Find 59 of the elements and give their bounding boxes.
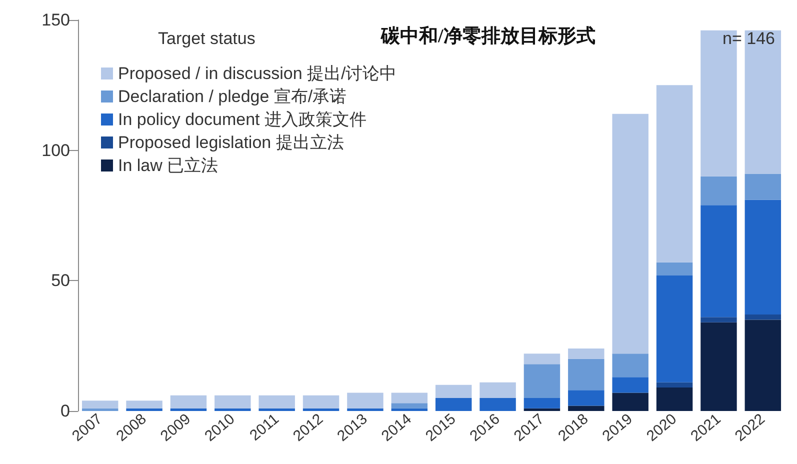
bar <box>258 395 295 408</box>
bar <box>214 408 251 411</box>
bar <box>612 114 648 354</box>
bar <box>700 322 737 411</box>
bar <box>744 320 782 411</box>
legend-label: Declaration / pledge 宣布/承诺 <box>118 87 347 106</box>
bar <box>656 85 693 262</box>
bar <box>480 398 516 411</box>
bar <box>612 377 648 393</box>
bar <box>391 408 428 411</box>
bar <box>744 200 782 315</box>
bar <box>524 354 560 364</box>
bar <box>656 262 693 276</box>
bar <box>347 392 384 408</box>
bar <box>524 398 560 408</box>
bar <box>126 408 162 411</box>
bar <box>435 398 472 411</box>
legend-label: In policy document 进入政策文件 <box>118 110 366 129</box>
bar <box>568 406 604 411</box>
bar <box>568 358 604 390</box>
bar <box>700 176 737 206</box>
bar <box>214 395 251 408</box>
legend-title: Target status <box>158 29 256 48</box>
bar <box>656 382 693 388</box>
legend-label: Proposed / in discussion 提出/讨论中 <box>118 64 397 83</box>
y-tick-label: 0 <box>60 402 70 420</box>
bar <box>744 174 782 200</box>
bar <box>656 275 693 382</box>
bar <box>700 317 737 322</box>
y-tick-label: 100 <box>42 140 70 160</box>
annotation: n= 146 <box>722 29 776 48</box>
bar <box>524 364 560 398</box>
legend-label: In law 已立法 <box>118 156 218 175</box>
bar <box>170 395 207 408</box>
bar <box>656 388 693 411</box>
bar <box>744 314 782 320</box>
y-tick-label: 50 <box>51 271 70 290</box>
bar <box>170 408 207 411</box>
bar <box>302 395 340 408</box>
bar <box>744 30 782 174</box>
bar <box>700 205 737 318</box>
y-tick-label: 150 <box>42 10 70 30</box>
bar <box>391 392 428 404</box>
bar <box>391 403 428 408</box>
chart-title: 碳中和/净零排放目标形式 <box>380 25 596 47</box>
bar <box>480 382 516 398</box>
bar <box>302 408 340 411</box>
bar <box>82 400 118 408</box>
bar <box>126 400 162 408</box>
legend-label: Proposed legislation 提出立法 <box>118 133 344 152</box>
bar <box>568 348 604 359</box>
bar <box>258 408 295 411</box>
bar <box>612 354 648 378</box>
bar <box>612 392 648 411</box>
bar <box>82 408 118 411</box>
bar <box>347 408 384 411</box>
bar <box>524 408 560 411</box>
bar <box>568 390 604 406</box>
bar <box>435 384 472 398</box>
